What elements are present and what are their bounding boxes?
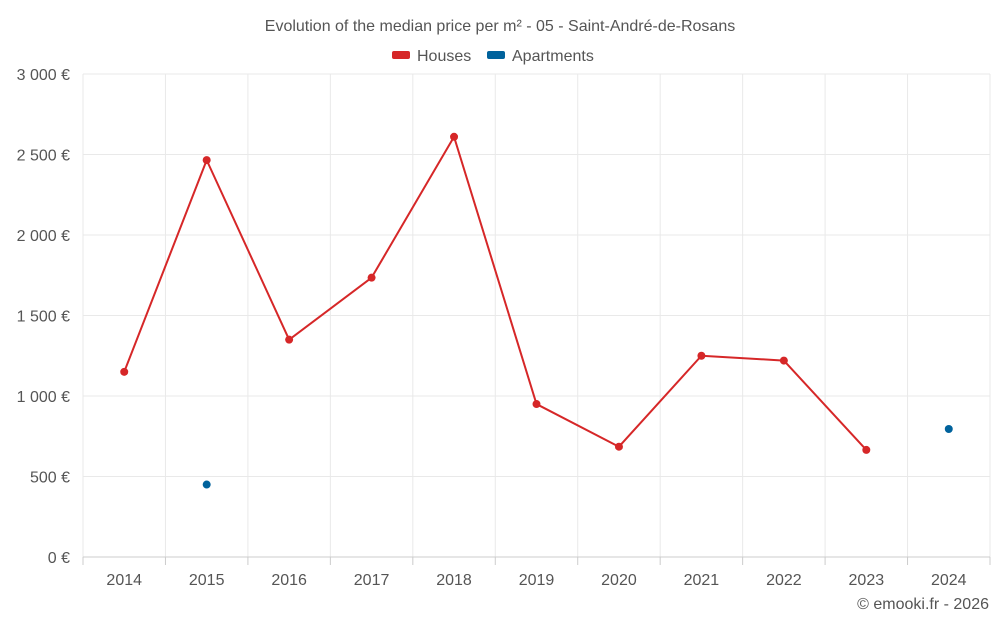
x-tick-label-2022: 2022 [766, 572, 802, 589]
data-point-houses-2021[interactable] [697, 351, 706, 360]
series-segment-houses [205, 159, 291, 341]
y-tick-label: 3 000 € [17, 67, 70, 84]
series-apartments [202, 425, 953, 489]
data-point-houses-2014[interactable] [120, 367, 129, 376]
data-point-houses-2018[interactable] [450, 132, 459, 141]
series-segment-houses [370, 135, 456, 279]
legend: Houses Apartments [392, 48, 594, 65]
y-tick-label: 1 000 € [17, 389, 70, 406]
data-point-houses-2015[interactable] [202, 156, 211, 165]
x-tick-label-2024: 2024 [931, 572, 967, 589]
series-segment-houses [288, 276, 373, 341]
series-segment-houses [535, 403, 620, 448]
series [120, 132, 953, 489]
y-tick-label: 500 € [30, 470, 70, 487]
credit-text: © emooki.fr - 2026 [857, 596, 989, 613]
data-point-houses-2016[interactable] [285, 335, 294, 344]
data-point-houses-2019[interactable] [532, 400, 541, 409]
series-segment-houses [453, 135, 538, 406]
legend-item-houses[interactable]: Houses [392, 48, 471, 65]
data-point-houses-2017[interactable] [367, 273, 376, 282]
legend-label-houses: Houses [417, 48, 471, 65]
x-tick-label-2020: 2020 [601, 572, 637, 589]
y-tick-label: 2 500 € [17, 148, 70, 165]
x-tick-label-2021: 2021 [684, 572, 720, 589]
data-point-apartments-2015[interactable] [202, 480, 211, 489]
x-tick-label-2018: 2018 [436, 572, 472, 589]
y-tick-label: 2 000 € [17, 228, 70, 245]
data-point-apartments-2024[interactable] [944, 425, 953, 434]
grid [82, 73, 991, 557]
y-tick-label: 0 € [48, 550, 70, 567]
x-tick-label-2014: 2014 [106, 572, 142, 589]
legend-label-apartments: Apartments [512, 48, 594, 65]
x-tick-label-2017: 2017 [354, 572, 390, 589]
x-tick-label-2016: 2016 [271, 572, 307, 589]
axes: 0 € 500 € 1 000 € 1 500 € 2 000 € 2 500 € 3 00… [17, 67, 991, 589]
data-point-houses-2022[interactable] [779, 356, 788, 365]
y-tick-label: 1 500 € [17, 309, 70, 326]
data-point-houses-2023[interactable] [862, 445, 871, 454]
x-tick-label-2015: 2015 [189, 572, 225, 589]
legend-swatch-houses [392, 51, 410, 59]
data-point-houses-2020[interactable] [614, 442, 623, 451]
series-segment-houses [123, 159, 208, 373]
series-segment-houses [617, 354, 703, 448]
legend-swatch-apartments [487, 51, 505, 59]
chart-title: Evolution of the median price per m² - 0… [265, 18, 735, 35]
series-segment-houses [700, 354, 785, 362]
series-houses [120, 132, 871, 454]
x-tick-label-2023: 2023 [849, 572, 885, 589]
legend-item-apartments[interactable]: Apartments [487, 48, 594, 65]
series-segment-houses [782, 359, 868, 451]
x-tick-label-2019: 2019 [519, 572, 555, 589]
